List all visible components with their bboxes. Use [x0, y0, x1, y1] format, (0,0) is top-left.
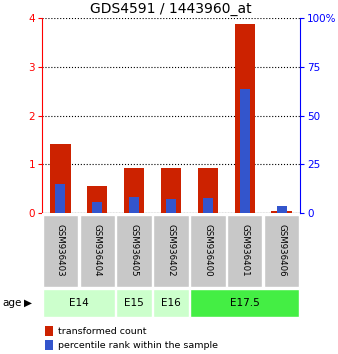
- Bar: [276, 206, 287, 213]
- Text: percentile rank within the sample: percentile rank within the sample: [58, 341, 218, 349]
- Text: GSM936400: GSM936400: [203, 224, 212, 277]
- Bar: [235, 24, 255, 213]
- Text: transformed count: transformed count: [58, 327, 146, 336]
- Bar: [166, 199, 176, 213]
- Bar: [50, 144, 71, 213]
- Bar: [198, 168, 218, 213]
- Text: GSM936403: GSM936403: [56, 224, 65, 277]
- Text: E15: E15: [124, 298, 144, 308]
- Text: GSM936405: GSM936405: [130, 224, 139, 277]
- Text: E16: E16: [161, 298, 181, 308]
- Text: GSM936402: GSM936402: [167, 224, 175, 277]
- Bar: [79, 215, 115, 286]
- Bar: [117, 289, 152, 318]
- Bar: [161, 168, 181, 213]
- Text: GSM936404: GSM936404: [93, 224, 102, 277]
- Bar: [203, 198, 213, 213]
- Bar: [129, 198, 139, 213]
- Bar: [240, 89, 250, 213]
- Bar: [190, 289, 299, 318]
- Bar: [124, 168, 144, 213]
- Bar: [227, 215, 262, 286]
- Bar: [271, 211, 292, 213]
- Bar: [43, 215, 78, 286]
- Text: GSM936401: GSM936401: [240, 224, 249, 277]
- Bar: [55, 184, 66, 213]
- Text: age: age: [2, 298, 21, 308]
- Text: E14: E14: [69, 298, 89, 308]
- Text: E17.5: E17.5: [230, 298, 260, 308]
- Bar: [264, 215, 299, 286]
- Bar: [153, 289, 189, 318]
- Bar: [87, 186, 107, 213]
- Bar: [117, 215, 152, 286]
- Title: GDS4591 / 1443960_at: GDS4591 / 1443960_at: [90, 1, 252, 16]
- Text: GSM936406: GSM936406: [277, 224, 286, 277]
- Bar: [153, 215, 189, 286]
- Text: ▶: ▶: [24, 298, 32, 308]
- Bar: [43, 289, 115, 318]
- Bar: [92, 202, 102, 213]
- Bar: [190, 215, 225, 286]
